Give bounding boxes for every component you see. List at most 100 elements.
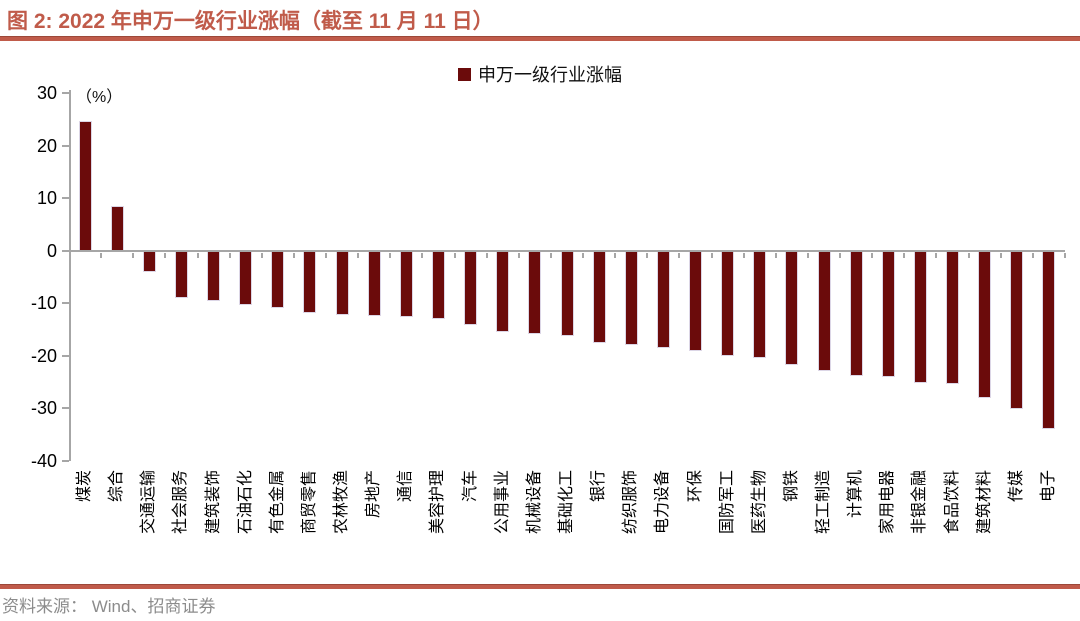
x-axis-label: 纺织服饰 [622, 470, 640, 535]
x-axis-tick [517, 253, 520, 258]
x-axis-tick [614, 253, 617, 258]
x-axis-label: 机械设备 [525, 470, 543, 535]
x-axis-label: 农林牧渔 [333, 470, 351, 535]
bar-煤炭 [78, 120, 92, 251]
x-axis-label: 食品饮料 [943, 470, 961, 535]
x-axis-label: 通信 [397, 470, 415, 503]
bar-石油石化 [239, 250, 253, 305]
bar-传媒 [1010, 250, 1024, 409]
y-tick-label: 0 [46, 240, 57, 261]
x-axis-label: 环保 [686, 470, 704, 503]
x-axis-label: 石油石化 [236, 470, 254, 535]
x-axis-label: 交通运输 [140, 470, 158, 535]
bar-建筑装饰 [207, 250, 221, 301]
x-axis-tick [806, 253, 809, 258]
x-axis-label: 房地产 [365, 470, 383, 519]
zero-baseline [69, 250, 1065, 252]
bar-公用事业 [496, 250, 510, 333]
y-axis-tick [62, 460, 69, 462]
x-axis-label: 美容护理 [429, 470, 447, 535]
x-axis-label: 计算机 [847, 470, 865, 519]
x-axis-tick [100, 253, 103, 258]
y-axis-tick [62, 92, 69, 94]
y-tick-label: 10 [36, 188, 57, 209]
bar-计算机 [849, 250, 863, 376]
y-tick-label: -40 [30, 451, 57, 471]
y-axis-line [69, 90, 71, 461]
bar-钢铁 [785, 250, 799, 365]
x-axis-tick [742, 253, 745, 258]
x-axis-label: 银行 [590, 470, 608, 503]
y-tick-label: -10 [30, 293, 57, 314]
bar-农林牧渔 [335, 250, 349, 315]
y-tick-label: 20 [36, 135, 57, 156]
bar-医药生物 [753, 250, 767, 358]
x-axis-tick [839, 253, 842, 258]
x-axis-label: 建筑装饰 [204, 470, 222, 535]
x-axis-tick [389, 253, 392, 258]
bar-基础化工 [560, 250, 574, 337]
bar-汽车 [464, 250, 478, 325]
bar-有色金属 [271, 250, 285, 308]
x-axis-tick [1031, 253, 1034, 258]
x-axis-label: 有色金属 [268, 470, 286, 535]
x-axis-tick [1064, 253, 1066, 258]
x-axis-label: 电力设备 [654, 470, 672, 535]
x-axis-label: 煤炭 [76, 470, 94, 503]
bar-银行 [592, 250, 606, 343]
x-axis-tick [582, 253, 585, 258]
x-axis-tick [357, 253, 360, 258]
x-axis-label: 公用事业 [493, 470, 511, 535]
bar-非银金融 [913, 250, 927, 383]
x-axis-label: 医药生物 [750, 470, 768, 535]
x-axis-tick [903, 253, 906, 258]
x-axis-tick [999, 253, 1002, 258]
bar-商贸零售 [303, 250, 317, 313]
x-axis-tick [646, 253, 649, 258]
y-tick-label: 30 [36, 83, 57, 103]
x-axis-tick [774, 253, 777, 258]
bar-环保 [689, 250, 703, 351]
x-axis-label: 商贸零售 [300, 470, 318, 535]
legend-label: 申万一级行业涨幅 [478, 65, 622, 85]
bar-纺织服饰 [624, 250, 638, 345]
x-axis-label: 基础化工 [558, 470, 575, 535]
x-axis-label: 家用电器 [879, 470, 897, 535]
bar-建筑材料 [978, 250, 992, 398]
bar-社会服务 [174, 250, 188, 299]
x-axis-label: 国防军工 [718, 470, 736, 535]
figure-title: 图 2: 2022 年申万一级行业涨幅（截至 11 月 11 日） [7, 10, 494, 33]
y-axis-tick [62, 144, 69, 147]
x-axis-tick [292, 253, 295, 258]
x-axis-tick [132, 253, 135, 258]
y-axis-tick [62, 354, 69, 357]
x-axis-tick [967, 253, 970, 258]
x-axis-tick [549, 253, 552, 258]
x-axis-tick [453, 253, 456, 258]
y-tick-label: -30 [30, 398, 57, 419]
bar-美容护理 [431, 250, 445, 320]
bar-轻工制造 [817, 250, 831, 372]
x-axis-tick [421, 253, 424, 258]
x-axis-tick [678, 253, 681, 258]
x-axis-label: 电子 [1039, 470, 1057, 503]
x-axis-label: 汽车 [461, 470, 479, 503]
x-axis-tick [485, 253, 488, 258]
x-axis-label: 传媒 [1007, 470, 1025, 503]
x-axis-tick [710, 253, 713, 258]
bar-房地产 [367, 250, 381, 317]
y-axis-tick [62, 249, 69, 252]
legend-swatch [458, 67, 471, 81]
x-axis-label: 非银金融 [911, 470, 929, 535]
x-axis-label: 综合 [108, 470, 126, 503]
x-axis-tick [260, 253, 263, 258]
x-axis-label: 社会服务 [172, 470, 190, 535]
bar-通信 [399, 250, 413, 318]
x-axis-tick [228, 253, 231, 258]
x-axis-tick [325, 253, 328, 258]
x-axis-label: 钢铁 [782, 470, 800, 503]
bar-交通运输 [142, 250, 156, 272]
y-axis-tick [62, 407, 69, 410]
title-rule [0, 36, 1080, 41]
